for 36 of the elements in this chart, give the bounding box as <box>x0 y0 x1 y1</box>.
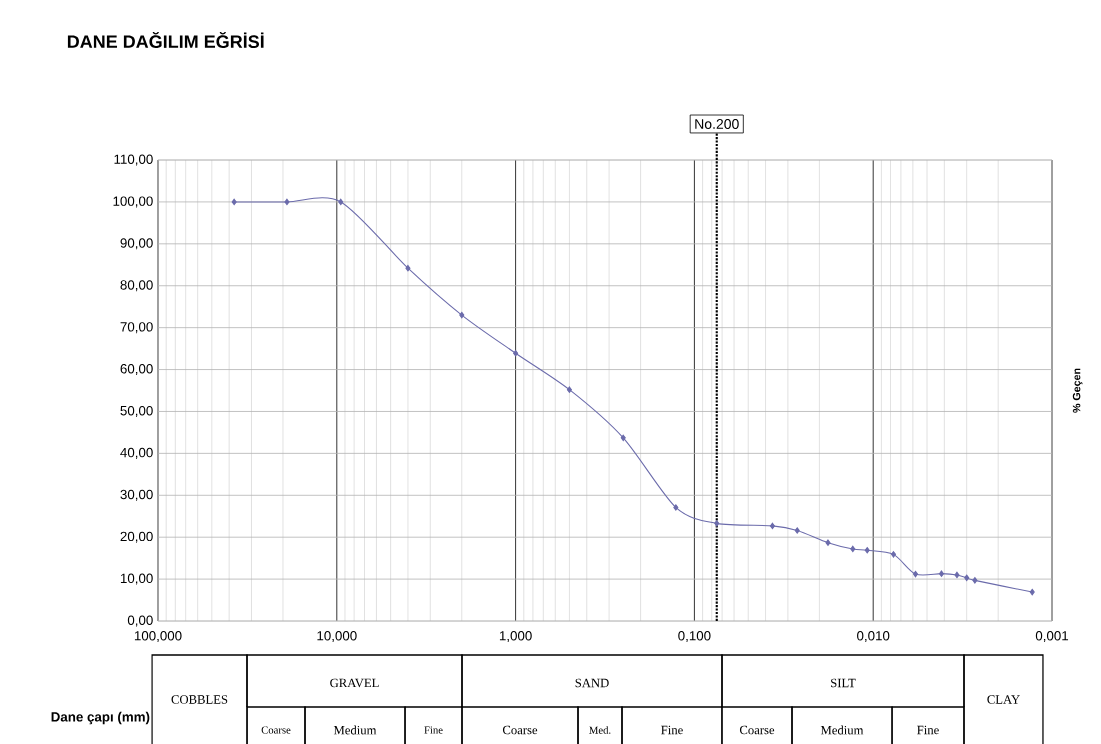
y-tick-label: 20,00 <box>120 531 153 543</box>
text: Fine <box>917 725 939 735</box>
x-tick-label: 0,001 <box>1035 631 1069 643</box>
y-tick-label: 80,00 <box>120 280 153 292</box>
text: COBBLES <box>171 695 228 704</box>
text: Fine <box>424 726 443 734</box>
text: Medium <box>820 725 864 735</box>
text: CLAY <box>987 695 1020 704</box>
y-tick-label: 110,00 <box>114 154 153 166</box>
text: SILT <box>831 678 856 688</box>
y-tick-label: 100,00 <box>113 196 153 208</box>
text: Medium <box>333 725 377 735</box>
y-tick-label: 40,00 <box>120 447 153 459</box>
y-tick-label: 60,00 <box>120 364 153 376</box>
text: SAND <box>575 678 609 688</box>
text: GRAVEL <box>330 678 379 688</box>
chart-title: DANE DAĞILIM EĞRİSİ <box>67 31 264 49</box>
text: Dane çapı (mm) <box>51 711 150 725</box>
x-tick-label: 100,000 <box>134 631 182 643</box>
text: Fine <box>661 725 683 735</box>
text: Coarse <box>739 725 775 735</box>
x-tick-label: 10,000 <box>317 631 357 643</box>
y-tick-label: 90,00 <box>120 238 153 250</box>
y-axis-title: % Geçen <box>1072 368 1083 413</box>
y-tick-label: 50,00 <box>120 405 153 417</box>
x-tick-label: 0,010 <box>857 631 890 643</box>
text: Med. <box>589 726 611 734</box>
ref-line-label: No.200 <box>695 119 739 129</box>
x-tick-label: 0,100 <box>678 631 711 643</box>
y-tick-label: 70,00 <box>120 322 153 334</box>
text: Coarse <box>261 726 291 734</box>
y-tick-label: 30,00 <box>120 489 153 501</box>
text: Coarse <box>502 725 538 735</box>
x-tick-label: 1,000 <box>499 631 532 643</box>
y-tick-label: 10,00 <box>120 573 153 585</box>
y-tick-label: 0,00 <box>127 615 153 627</box>
